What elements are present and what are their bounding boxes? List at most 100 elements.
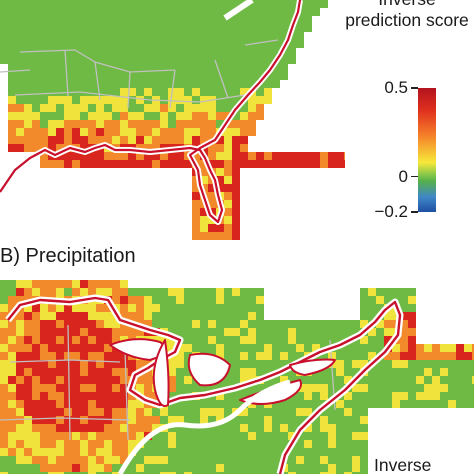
heatmap-cell: [72, 280, 80, 288]
heatmap-cell: [296, 40, 304, 48]
heatmap-cell: [16, 0, 24, 8]
heatmap-cell: [136, 48, 144, 56]
heatmap-cell: [8, 80, 16, 88]
heatmap-cell: [200, 408, 208, 416]
heatmap-cell: [296, 152, 304, 160]
heatmap-cell: [272, 400, 280, 408]
heatmap-cell: [88, 384, 96, 392]
heatmap-cell: [208, 160, 216, 168]
heatmap-cell: [312, 392, 320, 400]
heatmap-cell: [360, 456, 368, 464]
heatmap-cell: [56, 64, 64, 72]
heatmap-cell: [8, 144, 16, 152]
heatmap-cell: [288, 424, 296, 432]
heatmap-cell: [256, 360, 264, 368]
heatmap-cell: [224, 176, 232, 184]
heatmap-cell: [216, 136, 224, 144]
heatmap-cell: [48, 464, 56, 472]
heatmap-cell: [416, 352, 424, 360]
heatmap-cell: [320, 432, 328, 440]
heatmap-cell: [192, 304, 200, 312]
heatmap-cell: [16, 144, 24, 152]
heatmap-cell: [256, 352, 264, 360]
heatmap-cell: [40, 88, 48, 96]
heatmap-cell: [136, 128, 144, 136]
heatmap-cell: [240, 336, 248, 344]
heatmap-cell: [232, 192, 240, 200]
heatmap-cell: [232, 128, 240, 136]
heatmap-cell: [80, 392, 88, 400]
heatmap-cell: [320, 320, 328, 328]
heatmap-cell: [464, 400, 472, 408]
heatmap-cell: [176, 304, 184, 312]
heatmap-cell: [64, 72, 72, 80]
heatmap-cell: [88, 0, 96, 8]
heatmap-cell: [352, 424, 360, 432]
heatmap-cell: [136, 304, 144, 312]
heatmap-cell: [136, 456, 144, 464]
heatmap-cell: [448, 360, 456, 368]
heatmap-cell: [352, 328, 360, 336]
heatmap-cell: [120, 360, 128, 368]
heatmap-cell: [240, 304, 248, 312]
heatmap-cell: [96, 32, 104, 40]
heatmap-cell: [256, 368, 264, 376]
heatmap-cell: [0, 304, 8, 312]
heatmap-cell: [120, 392, 128, 400]
heatmap-cell: [32, 112, 40, 120]
heatmap-cell: [192, 96, 200, 104]
heatmap-cell: [152, 112, 160, 120]
heatmap-cell: [24, 16, 32, 24]
map-panel-bottom: [0, 280, 474, 474]
heatmap-cell: [0, 280, 8, 288]
bottom-map-cells: [0, 280, 474, 474]
heatmap-cell: [48, 64, 56, 72]
heatmap-cell: [64, 64, 72, 72]
heatmap-cell: [392, 384, 400, 392]
heatmap-cell: [112, 472, 120, 474]
heatmap-cell: [104, 24, 112, 32]
heatmap-cell: [248, 112, 256, 120]
heatmap-cell: [80, 24, 88, 32]
heatmap-cell: [200, 176, 208, 184]
heatmap-cell: [160, 440, 168, 448]
heatmap-cell: [192, 232, 200, 240]
heatmap-cell: [176, 416, 184, 424]
heatmap-cell: [232, 144, 240, 152]
heatmap-cell: [272, 8, 280, 16]
heatmap-cell: [136, 120, 144, 128]
heatmap-cell: [88, 464, 96, 472]
heatmap-cell: [216, 112, 224, 120]
heatmap-cell: [80, 464, 88, 472]
heatmap-cell: [216, 96, 224, 104]
heatmap-cell: [136, 400, 144, 408]
heatmap-cell: [432, 352, 440, 360]
heatmap-cell: [256, 64, 264, 72]
heatmap-cell: [40, 280, 48, 288]
heatmap-cell: [224, 192, 232, 200]
heatmap-cell: [40, 456, 48, 464]
heatmap-cell: [88, 320, 96, 328]
heatmap-cell: [112, 384, 120, 392]
heatmap-cell: [96, 112, 104, 120]
heatmap-cell: [56, 120, 64, 128]
heatmap-cell: [80, 400, 88, 408]
heatmap-cell: [448, 376, 456, 384]
heatmap-cell: [136, 72, 144, 80]
heatmap-cell: [56, 416, 64, 424]
heatmap-cell: [240, 328, 248, 336]
heatmap-cell: [24, 64, 32, 72]
heatmap-cell: [376, 384, 384, 392]
heatmap-cell: [176, 288, 184, 296]
heatmap-cell: [64, 312, 72, 320]
heatmap-cell: [128, 424, 136, 432]
heatmap-cell: [200, 416, 208, 424]
heatmap-cell: [88, 392, 96, 400]
heatmap-cell: [376, 304, 384, 312]
heatmap-cell: [240, 440, 248, 448]
heatmap-cell: [256, 296, 264, 304]
heatmap-cell: [64, 384, 72, 392]
heatmap-cell: [248, 304, 256, 312]
heatmap-cell: [184, 448, 192, 456]
heatmap-cell: [8, 16, 16, 24]
